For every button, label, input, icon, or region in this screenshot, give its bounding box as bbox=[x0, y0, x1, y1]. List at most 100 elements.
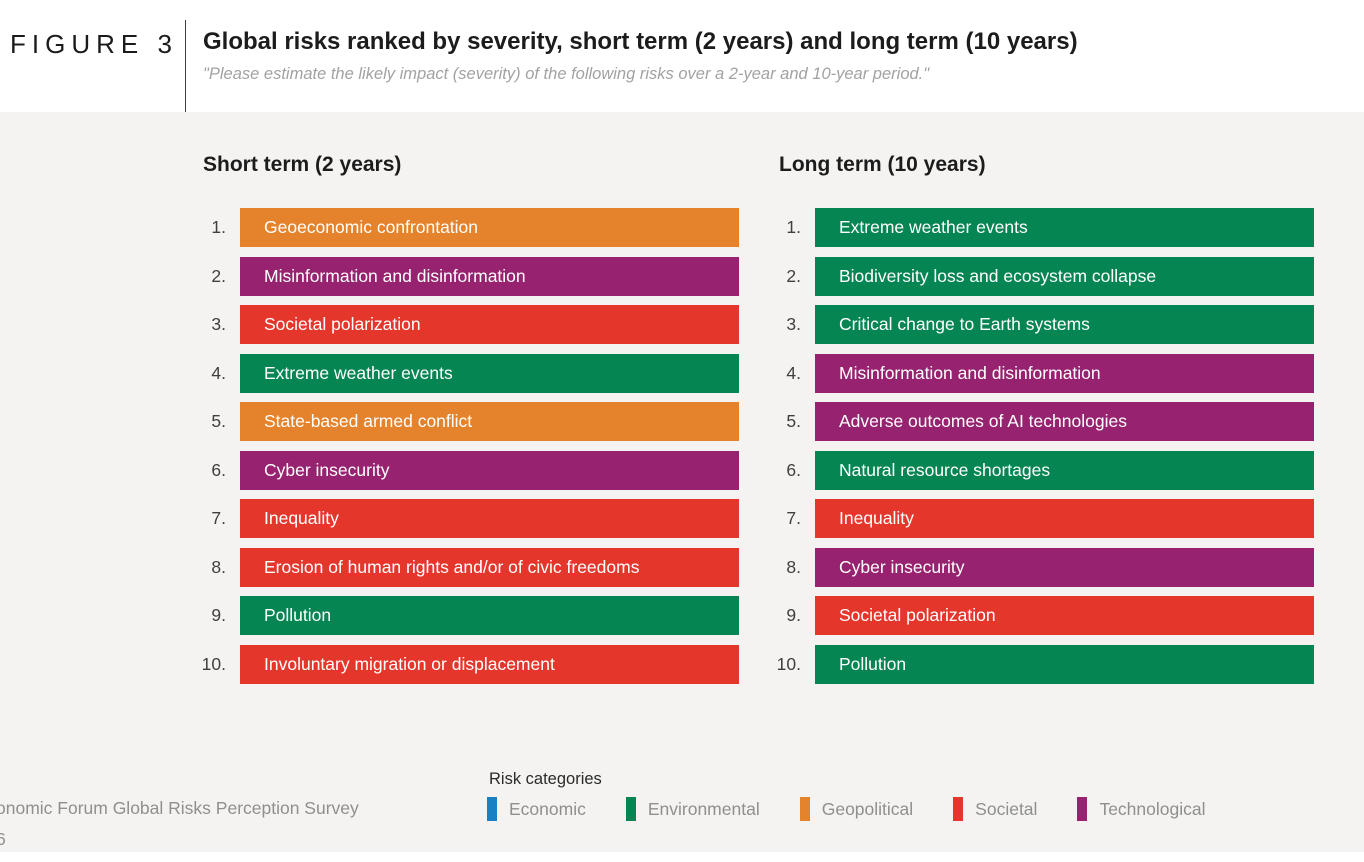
risk-label: Cyber insecurity bbox=[264, 459, 390, 480]
rank-number: 7. bbox=[786, 508, 801, 528]
source-note: onomic Forum Global Risks Perception Sur… bbox=[0, 798, 359, 849]
risk-label: Societal polarization bbox=[839, 605, 996, 625]
risk-bar-societal: Involuntary migration or displacement bbox=[240, 644, 739, 684]
risk-bar-environmental: Biodiversity loss and ecosystem collapse bbox=[815, 256, 1314, 296]
header-divider-line bbox=[185, 20, 186, 112]
risk-row: 7. Inequality bbox=[575, 499, 1314, 538]
risk-bar-technological: Adverse outcomes of AI technologies bbox=[815, 402, 1314, 441]
figure-title: Global risks ranked by severity, short t… bbox=[203, 28, 1078, 55]
short-term-heading: Short term (2 years) bbox=[203, 153, 402, 176]
risk-bar-societal: Inequality bbox=[240, 499, 739, 538]
risk-bar-environmental: Pollution bbox=[815, 644, 1314, 684]
risk-row: 8. Erosion of human rights and/or of civi… bbox=[0, 547, 739, 587]
risk-row: 6. Cyber insecurity bbox=[0, 450, 739, 490]
risk-bar-environmental: Pollution bbox=[240, 596, 739, 635]
rank-number: 2. bbox=[211, 265, 226, 286]
rank-number: 6. bbox=[211, 459, 226, 480]
legend-swatch-icon bbox=[625, 797, 636, 821]
risk-row: 6. Natural resource shortages bbox=[575, 450, 1314, 490]
risk-label: Critical change to Earth systems bbox=[839, 314, 1090, 334]
rank-number: 7. bbox=[211, 508, 226, 528]
rank-number: 9. bbox=[786, 605, 801, 625]
legend-item-societal: Societal bbox=[953, 797, 1037, 821]
risk-bar-environmental: Extreme weather events bbox=[815, 208, 1314, 247]
risk-row: 8. Cyber insecurity bbox=[575, 547, 1314, 587]
risk-row: 9. Societal polarization bbox=[575, 596, 1314, 635]
rank-number: 3. bbox=[211, 314, 226, 334]
risk-label: Erosion of human rights and/or of civic … bbox=[264, 556, 640, 577]
rank-number: 1. bbox=[786, 217, 801, 237]
rank-number: 5. bbox=[211, 411, 226, 431]
figure-subtitle: "Please estimate the likely impact (seve… bbox=[203, 65, 930, 83]
risk-bar-societal: Inequality bbox=[815, 499, 1314, 538]
risk-row: 1. Extreme weather events bbox=[575, 208, 1314, 247]
rank-number: 4. bbox=[786, 362, 801, 383]
legend-label: Technological bbox=[1099, 799, 1206, 819]
rank-number: 6. bbox=[786, 459, 801, 480]
risk-label: Inequality bbox=[264, 508, 339, 528]
legend-item-technological: Technological bbox=[1077, 797, 1205, 821]
risk-row: 5. Adverse outcomes of AI technologies bbox=[575, 402, 1314, 441]
rank-number: 10. bbox=[776, 653, 801, 674]
source-line-2: 6 bbox=[0, 829, 6, 849]
risk-bar-environmental: Extreme weather events bbox=[240, 353, 739, 393]
risk-label: Extreme weather events bbox=[839, 217, 1028, 237]
legend-items: Economic Environmental Geopolitical Societa… bbox=[487, 797, 1205, 821]
risk-row: 5. State-based armed conflict bbox=[0, 402, 739, 441]
risk-row: 7. Inequality bbox=[0, 499, 739, 538]
risk-row: 4. Extreme weather events bbox=[0, 353, 739, 393]
risk-label: Cyber insecurity bbox=[839, 556, 965, 577]
risk-label: Adverse outcomes of AI technologies bbox=[839, 411, 1127, 431]
figure-header: FIGURE 3 Global risks ranked by severity… bbox=[0, 0, 1364, 112]
risk-label: Societal polarization bbox=[264, 314, 421, 334]
legend-item-economic: Economic bbox=[487, 797, 586, 821]
risk-row: 4. Misinformation and disinformation bbox=[575, 353, 1314, 393]
risk-label: Geoeconomic confrontation bbox=[264, 217, 479, 237]
long-term-list: 1. Extreme weather events 2. Biodiversity l… bbox=[575, 208, 1314, 684]
figure-number-label: FIGURE 3 bbox=[10, 29, 178, 59]
risk-label: Involuntary migration or displacement bbox=[264, 653, 555, 674]
rank-number: 8. bbox=[786, 556, 801, 577]
legend-label: Geopolitical bbox=[821, 799, 914, 819]
figure-body: Short term (2 years) Long term (10 years… bbox=[0, 112, 1364, 852]
risk-bar-geopolitical: Geoeconomic confrontation bbox=[240, 208, 739, 247]
risk-label: Natural resource shortages bbox=[839, 459, 1051, 480]
risk-bar-environmental: Critical change to Earth systems bbox=[815, 305, 1314, 344]
legend-item-geopolitical: Geopolitical bbox=[799, 797, 914, 821]
risk-label: Biodiversity loss and ecosystem collapse bbox=[839, 265, 1157, 286]
risk-bar-societal: Societal polarization bbox=[815, 596, 1314, 635]
rank-number: 3. bbox=[786, 314, 801, 334]
risk-label: State-based armed conflict bbox=[264, 411, 473, 431]
risk-row: 3. Societal polarization bbox=[0, 305, 739, 344]
risk-bar-environmental: Natural resource shortages bbox=[815, 450, 1314, 490]
risk-row: 2. Misinformation and disinformation bbox=[0, 256, 739, 296]
risk-bar-societal: Societal polarization bbox=[240, 305, 739, 344]
legend-label: Societal bbox=[975, 799, 1038, 819]
short-term-list: 1. Geoeconomic confrontation 2. Misinformat… bbox=[0, 208, 739, 684]
risk-bar-technological: Misinformation and disinformation bbox=[240, 256, 739, 296]
legend-label: Economic bbox=[509, 799, 586, 819]
risk-label: Misinformation and disinformation bbox=[839, 362, 1101, 383]
source-line-1: onomic Forum Global Risks Perception Sur… bbox=[0, 798, 359, 818]
risk-bar-technological: Cyber insecurity bbox=[240, 450, 739, 490]
risk-row: 3. Critical change to Earth systems bbox=[575, 305, 1314, 344]
legend-swatch-icon bbox=[1077, 797, 1088, 821]
risk-row: 10. Pollution bbox=[575, 644, 1314, 684]
legend-swatch-icon bbox=[487, 797, 497, 821]
risk-row: 1. Geoeconomic confrontation bbox=[0, 208, 739, 247]
legend-item-environmental: Environmental bbox=[625, 797, 760, 821]
risk-label: Pollution bbox=[839, 653, 907, 674]
risk-bar-technological: Cyber insecurity bbox=[815, 547, 1314, 587]
risk-label: Inequality bbox=[839, 508, 914, 528]
risk-row: 9. Pollution bbox=[0, 596, 739, 635]
risk-row: 10. Involuntary migration or displacement bbox=[0, 644, 739, 684]
legend-swatch-icon bbox=[799, 797, 810, 821]
long-term-heading: Long term (10 years) bbox=[779, 153, 986, 176]
legend-swatch-icon bbox=[953, 797, 964, 821]
rank-number: 10. bbox=[201, 653, 226, 674]
risk-label: Extreme weather events bbox=[264, 362, 453, 383]
risk-bar-technological: Misinformation and disinformation bbox=[815, 353, 1314, 393]
risk-row: 2. Biodiversity loss and ecosystem collap… bbox=[575, 256, 1314, 296]
risk-label: Pollution bbox=[264, 605, 332, 625]
